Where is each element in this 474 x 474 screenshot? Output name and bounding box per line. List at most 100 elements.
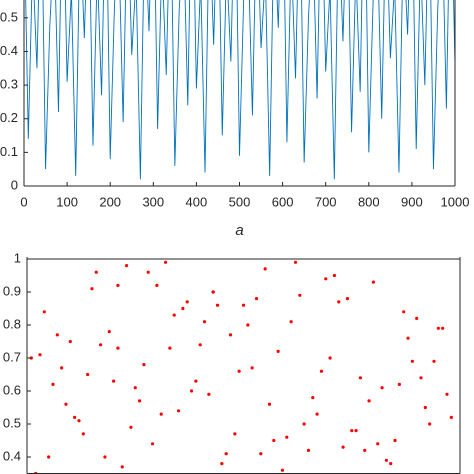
data-point <box>332 273 337 278</box>
data-point <box>77 419 81 423</box>
data-point <box>445 392 449 396</box>
data-point <box>410 359 414 363</box>
data-point <box>124 264 129 268</box>
data-point <box>449 415 453 419</box>
data-point <box>397 382 401 386</box>
data-point <box>315 412 319 416</box>
x-tick-label: 200 <box>99 194 121 209</box>
y-tick-label: 0.3 <box>0 77 18 92</box>
data-point <box>233 432 237 436</box>
data-point <box>246 323 250 327</box>
data-point <box>163 260 168 264</box>
y-tick-label: 0 <box>11 177 18 192</box>
y-tick-label: 0.6 <box>3 382 21 397</box>
y-tick-label: 0.4 <box>3 448 21 463</box>
data-point <box>202 320 207 324</box>
x-tick-label: 500 <box>229 194 251 209</box>
data-point <box>185 300 189 304</box>
data-point <box>380 386 384 390</box>
data-point <box>29 356 33 360</box>
data-point <box>371 280 375 284</box>
data-point <box>133 386 137 390</box>
y-tick-label: 1 <box>14 250 21 265</box>
data-point <box>276 349 280 353</box>
data-point <box>60 366 64 370</box>
data-point <box>99 343 103 347</box>
data-point <box>120 465 124 469</box>
data-point <box>142 363 146 367</box>
x-tick-label: 100 <box>56 194 78 209</box>
data-point <box>415 316 419 320</box>
data-point <box>289 320 293 324</box>
data-point <box>263 267 267 271</box>
data-point <box>306 448 311 452</box>
data-line <box>25 0 456 180</box>
data-point <box>172 313 176 317</box>
data-point <box>198 343 202 347</box>
data-point <box>181 306 185 311</box>
data-point <box>94 270 98 274</box>
data-point <box>64 402 68 406</box>
data-point <box>280 468 285 472</box>
data-point <box>324 277 328 281</box>
data-point <box>311 396 315 400</box>
y-tick-label: 0.5 <box>3 415 21 430</box>
data-point <box>155 283 159 287</box>
data-point <box>350 429 354 433</box>
data-point <box>423 405 427 410</box>
y-tick-label: 0.7 <box>3 349 21 364</box>
data-point <box>285 435 289 439</box>
data-point <box>224 452 228 456</box>
data-point <box>432 359 436 363</box>
data-point <box>354 429 358 433</box>
x-tick-label: 600 <box>272 194 294 209</box>
data-point <box>436 326 440 330</box>
data-point <box>272 438 276 443</box>
data-point <box>406 336 410 340</box>
data-point <box>228 333 233 337</box>
data-point <box>293 260 298 264</box>
data-point <box>393 438 397 443</box>
data-point <box>90 287 94 291</box>
data-point <box>51 382 55 386</box>
data-point <box>337 300 341 304</box>
data-point <box>129 425 133 429</box>
data-point <box>267 402 272 406</box>
data-point <box>107 330 111 334</box>
data-point <box>237 369 241 373</box>
data-point <box>298 293 302 297</box>
data-point <box>402 310 406 314</box>
x-tick-label: 700 <box>315 194 337 209</box>
x-tick-label: 900 <box>401 194 423 209</box>
data-point <box>250 366 254 370</box>
x-tick-label: 800 <box>358 194 380 209</box>
data-point <box>146 270 150 274</box>
data-point <box>358 376 363 380</box>
data-point <box>81 432 85 436</box>
data-point <box>112 379 116 383</box>
data-point <box>220 462 224 466</box>
plot-area <box>29 260 453 474</box>
y-tick-label: 0.8 <box>3 316 21 331</box>
data-point <box>194 379 198 383</box>
data-point <box>384 458 388 462</box>
data-point <box>341 445 345 449</box>
x-tick-label: 1000 <box>441 194 470 209</box>
data-point <box>73 415 77 419</box>
data-point <box>328 356 332 360</box>
data-point <box>47 455 51 459</box>
y-tick-label: 0.1 <box>0 144 18 159</box>
y-tick-label: 0.5 <box>0 9 18 24</box>
data-point <box>363 448 367 452</box>
data-point <box>376 442 380 446</box>
data-point <box>86 372 90 377</box>
y-tick-label: 0.4 <box>0 43 18 58</box>
data-point <box>215 303 220 307</box>
data-point <box>241 303 246 307</box>
data-point <box>189 389 194 393</box>
data-point <box>68 339 72 344</box>
x-tick-label: 300 <box>142 194 164 209</box>
data-point <box>42 310 46 314</box>
